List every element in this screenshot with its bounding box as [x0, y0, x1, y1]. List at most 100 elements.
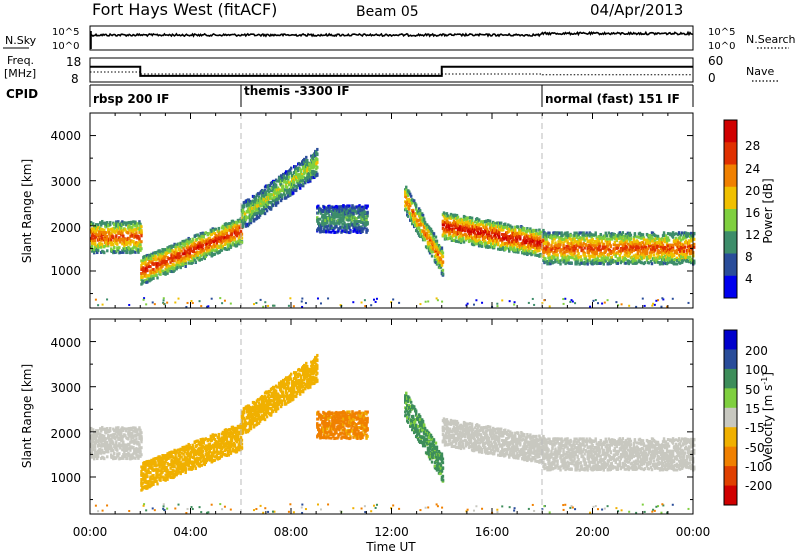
power-point [498, 232, 501, 236]
power-point [129, 250, 132, 254]
power-point [513, 244, 516, 248]
power-point [498, 236, 501, 240]
power-point [94, 242, 97, 246]
power-point [103, 244, 106, 248]
power-point [93, 247, 96, 251]
power-point [476, 235, 480, 239]
power-point [532, 228, 535, 232]
power-point [635, 235, 639, 239]
power-point [295, 172, 298, 176]
power-point [553, 253, 556, 257]
power-point [347, 211, 350, 215]
power-point [120, 250, 123, 254]
power-point [593, 255, 596, 259]
power-point [358, 225, 361, 229]
power-point [271, 203, 275, 207]
power-point [94, 239, 97, 243]
power-point [433, 258, 437, 262]
power-point [107, 244, 110, 248]
power-point [494, 233, 497, 237]
power-point [123, 221, 126, 225]
power-point [324, 218, 327, 222]
power-point [225, 222, 229, 226]
power-point [166, 255, 169, 259]
power-point [140, 266, 143, 270]
power-point [253, 210, 257, 214]
power-point [547, 248, 550, 252]
power-point [90, 236, 93, 240]
power-point [366, 214, 369, 218]
power-point [428, 251, 432, 255]
noise-left-label: N.Sky [5, 34, 37, 47]
power-point [643, 261, 647, 265]
power-point [159, 272, 162, 276]
power-point [216, 244, 220, 248]
power-point [141, 281, 144, 285]
freq-left-tick-low: 8 [71, 72, 79, 86]
power-point [649, 252, 653, 256]
power-point [333, 216, 336, 220]
power-point [542, 239, 545, 243]
power-point [240, 240, 244, 244]
power-point [199, 250, 202, 254]
power-point [649, 259, 653, 263]
power-point [320, 225, 323, 229]
power-point [212, 229, 216, 233]
power-point [254, 207, 258, 211]
power-point [439, 257, 443, 261]
power-point [579, 242, 582, 246]
power-point [458, 226, 462, 230]
power-point [638, 258, 642, 262]
power-point [101, 242, 104, 246]
power-point [173, 268, 176, 272]
power-point [153, 274, 156, 278]
power-point [445, 212, 449, 216]
power-point [269, 206, 273, 210]
power-point [452, 219, 456, 223]
noise-panel-frame [89, 25, 694, 51]
cpid-mode-1: rbsp 200 IF [93, 92, 169, 106]
power-point [200, 257, 203, 261]
power-point [124, 228, 127, 232]
power-point [249, 221, 253, 225]
power-point [599, 261, 602, 265]
power-point [427, 249, 431, 253]
power-point [489, 238, 493, 242]
power-point [341, 225, 344, 229]
power-point [417, 207, 421, 211]
power-point [635, 261, 639, 265]
power-point [613, 243, 617, 247]
power-point [172, 263, 175, 267]
power-point [322, 210, 325, 214]
power-point [647, 261, 651, 265]
power-point [418, 209, 422, 213]
power-point [432, 234, 436, 238]
power-point [464, 226, 468, 230]
power-point [661, 243, 665, 247]
power-point [281, 184, 285, 188]
power-point [625, 239, 629, 243]
power-point [333, 213, 336, 217]
power-point [515, 243, 518, 247]
power-point [119, 240, 122, 244]
power-point [653, 238, 657, 242]
power-point [97, 249, 100, 253]
power-point [281, 186, 285, 190]
power-point [247, 203, 251, 207]
power-point [185, 241, 188, 245]
power-point [511, 234, 514, 238]
power-point [474, 242, 478, 246]
power-point [223, 236, 227, 240]
power-point [593, 253, 596, 257]
power-point [196, 256, 199, 260]
power-point [356, 226, 359, 230]
power-point [519, 235, 522, 239]
power-point [613, 240, 617, 244]
power-point [329, 222, 332, 226]
power-point [585, 237, 588, 241]
power-point [672, 232, 676, 236]
power-point [476, 223, 480, 227]
power-point [627, 262, 631, 266]
power-point [330, 230, 333, 234]
power-point [588, 258, 591, 262]
